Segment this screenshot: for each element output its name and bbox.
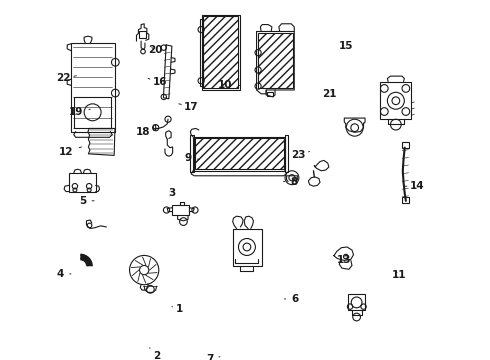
Text: 17: 17 bbox=[179, 102, 199, 112]
Bar bbox=[69, 173, 96, 192]
Bar bbox=[202, 15, 240, 90]
Bar bbox=[348, 294, 366, 310]
Text: 3: 3 bbox=[169, 188, 176, 198]
Text: 5: 5 bbox=[79, 196, 94, 206]
Text: 22: 22 bbox=[56, 73, 76, 84]
Bar bbox=[190, 135, 194, 172]
Text: 13: 13 bbox=[337, 256, 351, 265]
Text: 8: 8 bbox=[284, 176, 297, 186]
Text: 2: 2 bbox=[149, 348, 160, 360]
Bar bbox=[285, 135, 289, 172]
Text: 4: 4 bbox=[57, 269, 71, 279]
Text: 23: 23 bbox=[291, 150, 310, 159]
Text: 18: 18 bbox=[136, 126, 156, 136]
Text: 10: 10 bbox=[218, 80, 241, 90]
Bar bbox=[402, 142, 409, 148]
Text: 6: 6 bbox=[284, 294, 298, 304]
Bar bbox=[193, 137, 285, 171]
Bar bbox=[172, 204, 189, 215]
Text: 20: 20 bbox=[148, 45, 163, 55]
Text: 1: 1 bbox=[172, 303, 183, 314]
Bar bbox=[258, 33, 293, 89]
Bar bbox=[402, 197, 409, 203]
Text: 21: 21 bbox=[322, 89, 337, 99]
Text: 14: 14 bbox=[405, 181, 424, 191]
Bar bbox=[233, 229, 262, 266]
Text: 11: 11 bbox=[392, 270, 406, 280]
Bar bbox=[268, 91, 273, 96]
Text: 19: 19 bbox=[69, 107, 90, 117]
Text: 16: 16 bbox=[148, 77, 167, 87]
Bar bbox=[380, 81, 411, 119]
Text: 15: 15 bbox=[339, 41, 353, 51]
Text: 7: 7 bbox=[206, 354, 220, 360]
Bar bbox=[199, 19, 203, 86]
Text: 12: 12 bbox=[59, 147, 81, 157]
Text: 9: 9 bbox=[185, 153, 199, 163]
Bar bbox=[195, 139, 284, 169]
Bar bbox=[71, 43, 115, 131]
Bar bbox=[139, 31, 147, 39]
Bar bbox=[203, 17, 238, 89]
Bar bbox=[74, 97, 111, 128]
